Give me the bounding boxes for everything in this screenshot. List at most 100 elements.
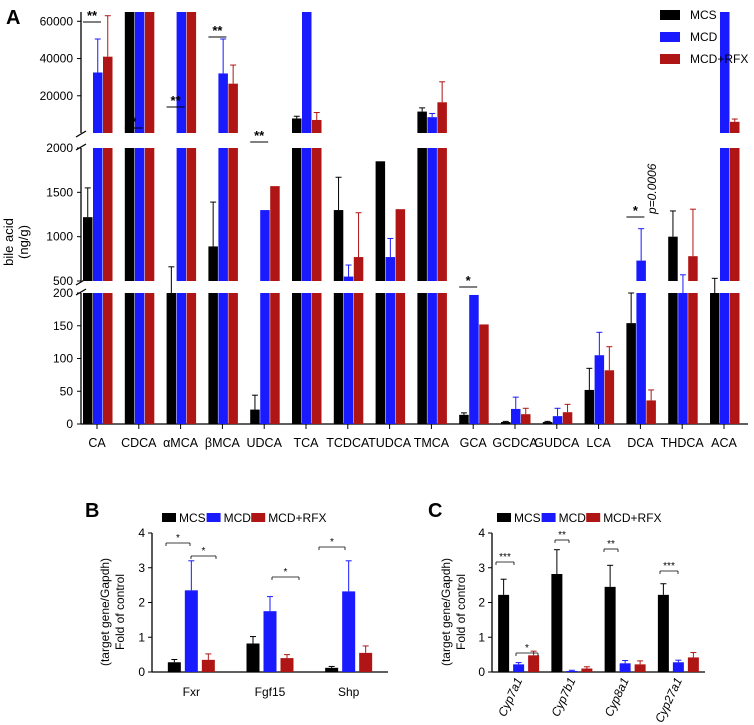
panel-a-legend-label: MCD — [690, 30, 718, 44]
panel-a-bar — [218, 73, 228, 133]
panel-a-bar — [646, 400, 656, 424]
panel-a-bar — [144, 293, 155, 424]
panel-a-bar — [124, 293, 135, 424]
panel-a-letter: A — [6, 7, 20, 29]
panel-a-bar — [270, 293, 280, 424]
panel-a-ytick-label: 150 — [53, 319, 73, 333]
panel-a-xtick-label: GUDCA — [534, 436, 580, 450]
panel-a-bar — [166, 293, 177, 424]
panel-a-bar — [343, 276, 354, 281]
panel-b-significance-stars: * — [176, 533, 180, 544]
panel-a-ytick-label: 200 — [53, 286, 73, 300]
panel-a-legend-swatch — [660, 10, 680, 20]
panel-a-ytick-label: 0 — [66, 417, 73, 431]
panel-a-bar — [720, 293, 730, 424]
panel-c-ytick-label: 2 — [478, 596, 485, 610]
panel-b-bar — [167, 662, 181, 672]
panel-a-significance-stars: * — [466, 273, 472, 288]
panel-a-ytick-label: 100 — [53, 352, 73, 366]
panel-a-bar — [395, 293, 406, 424]
panel-a-bar — [710, 293, 720, 424]
panel-c-xtick-label: Cyp8a1 — [602, 675, 632, 718]
panel-a-bar — [353, 257, 364, 281]
panel-a-bar — [469, 294, 479, 424]
panel-b-bar — [184, 590, 198, 672]
panel-c-bar — [581, 668, 593, 672]
panel-a-bar — [395, 209, 406, 281]
panel-a-bar — [144, 148, 155, 281]
panel-a-xtick-label: CA — [88, 436, 106, 450]
panel-b-legend-label: MCD — [224, 511, 252, 525]
panel-a-bar — [83, 217, 93, 281]
panel-c-significance-stars: *** — [499, 552, 511, 563]
panel-a-xtick-label: TCA — [294, 436, 320, 450]
panel-c-bar — [604, 586, 616, 672]
panel-a-bar — [93, 72, 103, 133]
panel-b-bar — [359, 652, 373, 672]
panel-a-legend-swatch — [660, 54, 680, 64]
panel-a-bar — [333, 210, 344, 281]
panel-a-bar — [668, 236, 678, 281]
panel-c-significance-stars: *** — [663, 561, 675, 572]
panel-c-xtick-label: Cyp7b1 — [548, 675, 578, 718]
panel-a-bar — [302, 12, 312, 133]
panel-b-bar — [246, 643, 260, 672]
panel-a-bar — [208, 293, 218, 424]
panel-a-xtick-label: THDCA — [661, 436, 705, 450]
panel-c-ylabel-line2: (target gene/Gapdh) — [439, 558, 453, 666]
panel-b-legend-label: MCD+RFX — [268, 511, 326, 525]
panel-a-bar — [604, 370, 615, 424]
panel-c-ytick-label: 4 — [478, 526, 485, 540]
panel-a-bar — [720, 12, 730, 133]
panel-a-axis-break-mark — [75, 288, 87, 296]
panel-a-bar — [353, 293, 364, 424]
panel-a-ytick-label: 2000 — [46, 141, 73, 155]
panel-c-bar — [528, 655, 540, 672]
panel-b-legend-swatch — [162, 513, 176, 522]
panel-c-bar — [498, 594, 510, 672]
panel-a-bar — [312, 148, 322, 281]
panel-a-legend-label: MCS — [690, 8, 717, 22]
panel-a-bar — [260, 293, 270, 424]
panel-a-bar — [584, 389, 595, 424]
panel-a-bar — [385, 293, 396, 424]
panel-a-bar — [218, 293, 228, 424]
panel-b-ytick-label: 4 — [138, 526, 145, 540]
panel-a-ylabel-line2: (ng/g) — [16, 225, 31, 259]
panel-a-bar — [93, 148, 103, 281]
panel-c-legend-label: MCD+RFX — [603, 511, 661, 525]
panel-b-legend-label: MCS — [179, 511, 206, 525]
panel-a-xtick-label: TCDCA — [326, 436, 370, 450]
panel-a-bar — [260, 210, 270, 281]
panel-a-ytick-label: 20000 — [40, 89, 74, 103]
panel-a-bar — [668, 293, 678, 424]
panel-a-xtick-label: DCA — [627, 436, 654, 450]
panel-a-bar — [343, 293, 354, 424]
panel-a-bar — [521, 414, 531, 424]
panel-b-bar — [280, 658, 294, 672]
panel-a-bar — [103, 148, 113, 281]
panel-a-bar — [375, 161, 386, 281]
panel-a-ytick-label: 50 — [60, 384, 74, 398]
panel-b-ylabel-line2: (target gene/Gapdh) — [98, 558, 112, 666]
panel-c-legend-label: MCS — [514, 511, 541, 525]
panel-a-bar — [218, 148, 228, 281]
panel-c-legend-swatch — [541, 513, 556, 522]
panel-c-bar — [619, 663, 631, 672]
panel-a-bar — [542, 422, 553, 424]
panel-c-xtick-label: Cyp7a1 — [495, 675, 525, 718]
panel-a-bar — [427, 293, 437, 424]
panel-a-axis-break-mark — [75, 130, 87, 138]
panel-a-bar — [385, 257, 396, 281]
panel-a-bar — [93, 293, 103, 424]
panel-a-ytick-label: 1500 — [46, 185, 73, 199]
panel-a-bar — [459, 414, 469, 424]
panel-a-bar — [186, 12, 197, 133]
panel-b-bar — [201, 659, 215, 672]
panel-a-pvalue-label: p=0.0006 — [645, 163, 659, 215]
panel-a-bar — [730, 293, 740, 424]
panel-a-bar — [292, 148, 302, 281]
panel-a-axis-break-mark — [75, 143, 87, 151]
